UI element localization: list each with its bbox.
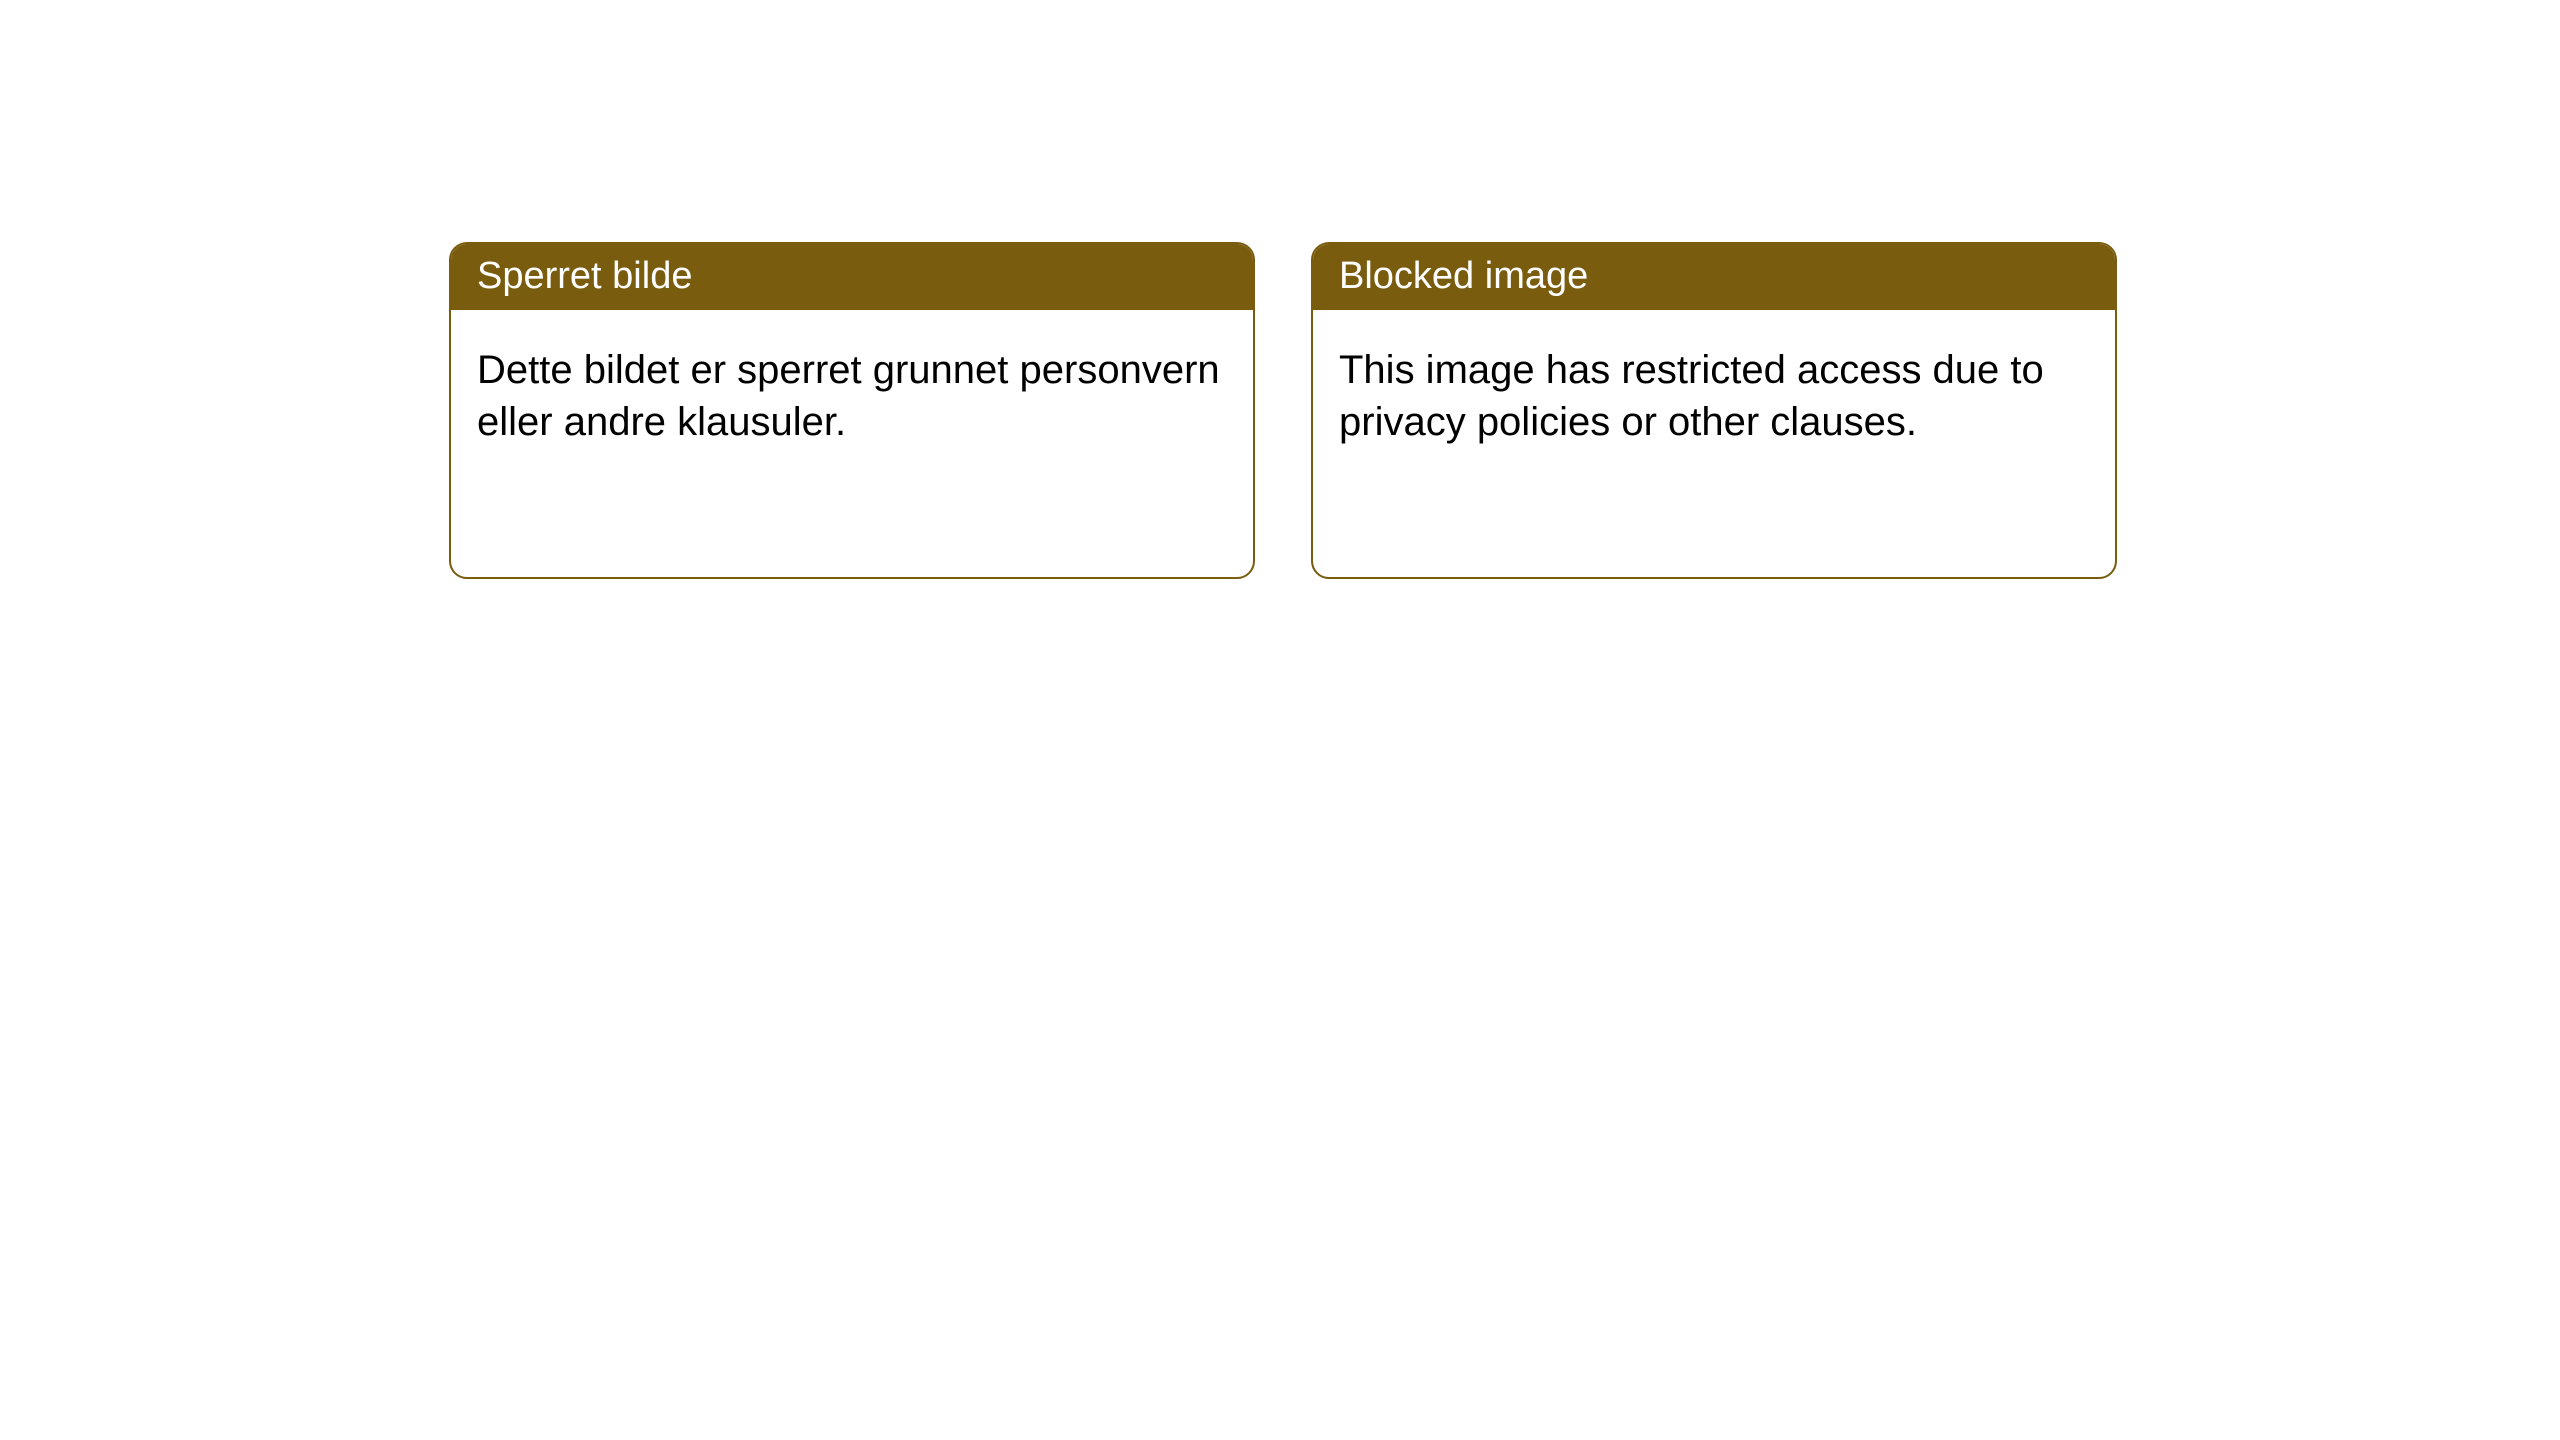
notices-container: Sperret bilde Dette bildet er sperret gr… bbox=[449, 242, 2117, 579]
notice-body-english: This image has restricted access due to … bbox=[1313, 310, 2115, 476]
notice-title-norwegian: Sperret bilde bbox=[451, 244, 1253, 310]
notice-title-english: Blocked image bbox=[1313, 244, 2115, 310]
notice-box-english: Blocked image This image has restricted … bbox=[1311, 242, 2117, 579]
notice-box-norwegian: Sperret bilde Dette bildet er sperret gr… bbox=[449, 242, 1255, 579]
notice-body-norwegian: Dette bildet er sperret grunnet personve… bbox=[451, 310, 1253, 476]
